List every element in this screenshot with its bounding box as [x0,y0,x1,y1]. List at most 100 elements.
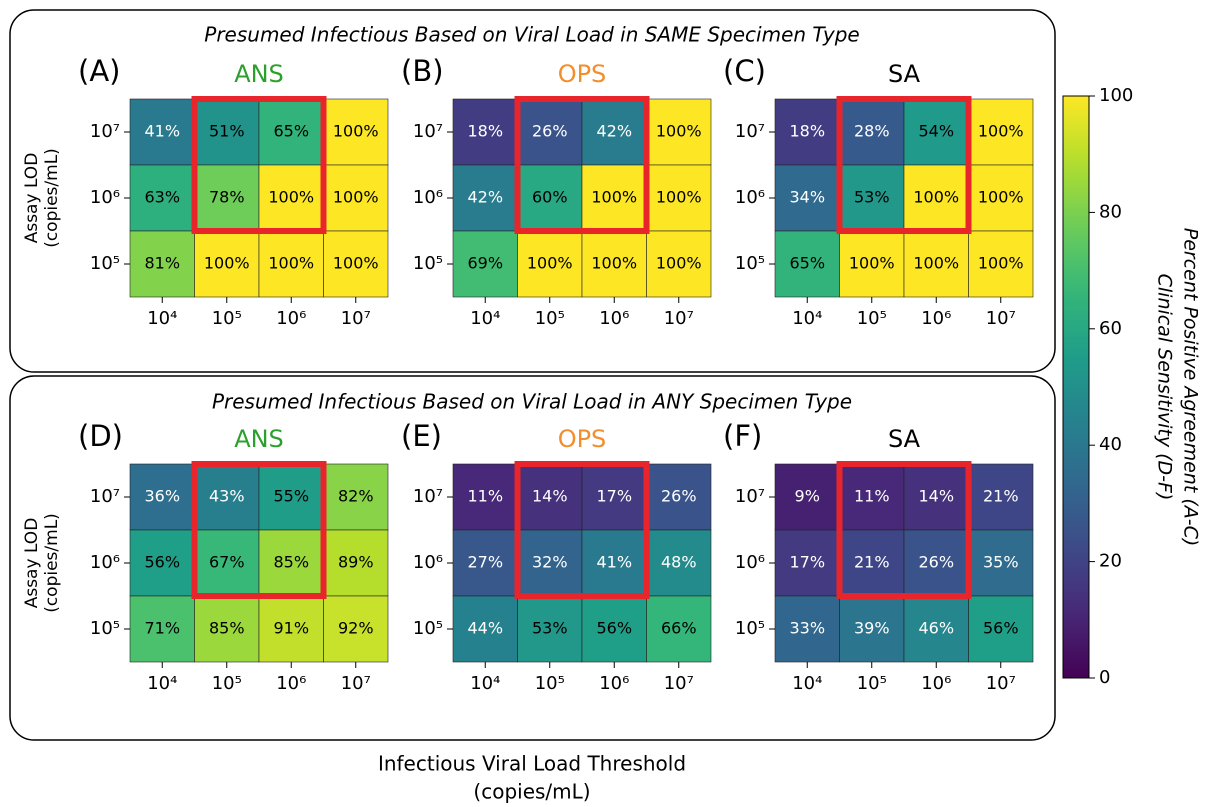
chart-label: (A) [78,54,120,88]
heatmap-cell [258,230,324,298]
x-tick-label: 10⁷ [341,673,371,694]
cell-label: 26% [918,553,954,572]
cell-label: 51% [209,122,245,141]
panel-frame [9,9,1056,373]
heatmap-cell [968,164,1034,232]
heatmap-cell [903,164,969,232]
heatmap-cell [258,595,324,663]
chart-title: SA [888,60,921,88]
chart-label: (F) [723,419,762,453]
heatmap-cell [903,595,969,663]
heatmap-cell [323,98,389,166]
cell-label: 65% [273,122,309,141]
heatmap-cell [839,595,905,663]
heatmap-cell [452,230,518,298]
cell-label: 33% [789,619,825,638]
heatmap-cell [517,230,583,298]
y-tick-label: 10⁶ [413,552,443,573]
chart-label: (B) [401,54,444,88]
cell-label: 14% [532,487,568,506]
x-tick-label: 10⁵ [857,308,887,329]
x-tick-label: 10⁴ [470,673,500,694]
heatmap-cell [452,463,518,531]
cell-label: 100% [333,188,379,207]
heatmap-cell [646,98,712,166]
heatmap-cell [968,529,1034,597]
cell-label: 9% [795,487,820,506]
x-tick-label: 10⁶ [276,308,306,329]
cell-label: 53% [532,619,568,638]
heatmap-cell [581,98,647,166]
panel-title: Presumed Infectious Based on Viral Load … [212,390,852,414]
x-tick-label: 10⁷ [664,308,694,329]
cell-label: 26% [532,122,568,141]
cell-label: 41% [596,553,632,572]
panel-frame [9,375,1056,741]
heatmap-cell [903,529,969,597]
colorbar-tick-label: 40 [1099,434,1122,455]
heatmap-cell [323,595,389,663]
cell-label: 89% [338,553,374,572]
cell-label: 100% [656,188,702,207]
cell-label: 78% [209,188,245,207]
y-axis-label: (copies/mL) [42,148,62,248]
x-tick-label: 10⁴ [147,673,177,694]
heatmap-cell [129,164,195,232]
x-tick-label: 10⁵ [535,308,565,329]
colorbar-tick-label: 60 [1099,318,1122,339]
heatmap-cell [323,164,389,232]
x-tick-label: 10⁶ [599,308,629,329]
x-tick-label: 10⁷ [341,308,371,329]
heatmap-cell [194,595,260,663]
heatmap-cell [968,595,1034,663]
x-tick-label: 10⁶ [276,673,306,694]
y-tick-label: 10⁷ [413,486,443,507]
cell-label: 100% [204,254,250,273]
cell-label: 27% [467,553,503,572]
heatmap-cell [646,595,712,663]
cell-label: 100% [656,122,702,141]
heatmap-cell [129,230,195,298]
x-tick-label: 10⁵ [212,308,242,329]
cell-label: 14% [918,487,954,506]
heatmap-cell [774,529,840,597]
heatmap-cell [129,463,195,531]
x-tick-label: 10⁴ [792,673,822,694]
cell-label: 44% [467,619,503,638]
heatmap-cell [581,164,647,232]
cell-label: 17% [789,553,825,572]
y-tick-label: 10⁷ [90,486,120,507]
cell-label: 66% [661,619,697,638]
heatmap-cell [258,164,324,232]
cell-label: 56% [983,619,1019,638]
heatmap-cell [839,529,905,597]
colorbar-tick-label: 80 [1099,201,1122,222]
cell-label: 81% [144,254,180,273]
cell-label: 67% [209,553,245,572]
cell-label: 56% [144,553,180,572]
heatmap-cell [452,529,518,597]
heatmap-cell [774,463,840,531]
x-tick-label: 10⁵ [535,673,565,694]
cell-label: 91% [273,619,309,638]
cell-label: 69% [467,254,503,273]
y-tick-label: 10⁷ [413,121,443,142]
cell-label: 85% [273,553,309,572]
cell-label: 21% [983,487,1019,506]
colorbar-label: Percent Positive Agreement (A-C) [1180,228,1202,547]
heatmap-cell [774,164,840,232]
highlight-box [514,461,650,599]
cell-label: 42% [467,188,503,207]
heatmap-cell [581,463,647,531]
x-axis-label: Infectious Viral Load Threshold [378,752,686,776]
y-tick-label: 10⁵ [735,618,765,639]
heatmap-cell [323,463,389,531]
x-tick-label: 10⁷ [664,673,694,694]
heatmap-cell [839,230,905,298]
cell-label: 42% [596,122,632,141]
x-tick-label: 10⁶ [921,673,951,694]
cell-label: 100% [527,254,573,273]
heatmap-cell [581,230,647,298]
cell-label: 53% [854,188,890,207]
heatmap-cell [258,98,324,166]
